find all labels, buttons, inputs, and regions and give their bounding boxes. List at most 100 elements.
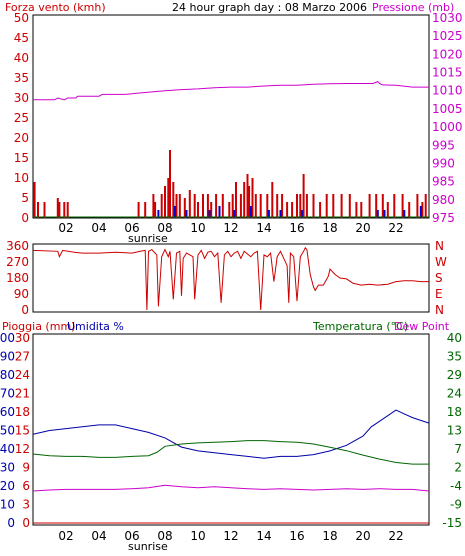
rain-tick-10: 30: [15, 331, 30, 345]
wind-bar-63: [421, 202, 424, 218]
temp-tick-10: 40: [447, 331, 462, 345]
pressure-axis-title: Pressione (mb): [372, 1, 454, 14]
wind-bar-0: [33, 182, 36, 218]
wind-bar-27: [228, 202, 231, 218]
humidity-line: [32, 409, 430, 459]
rain-tick-8: 24: [15, 368, 30, 382]
pressure-tick-7: 1010: [432, 84, 463, 98]
dir-deg-tick-4: 360: [6, 239, 29, 253]
wind-tick-7: 35: [14, 71, 29, 85]
wind-bar-59: [393, 194, 396, 218]
dir-compass-tick-1: E: [435, 287, 443, 301]
wind-bar-42: [291, 202, 294, 218]
hour-bottom-18: 18: [322, 529, 337, 543]
pressure-tick-11: 1030: [432, 11, 463, 25]
wind-bar-28: [231, 194, 234, 218]
wind-tick-10: 50: [14, 11, 29, 25]
wind-bar-57: [381, 194, 384, 218]
hour-top-06: 06: [124, 221, 139, 235]
hour-top-04: 04: [91, 221, 106, 235]
wind-bar-30: [239, 194, 242, 218]
rain-axis-title: Pioggia (mm): [2, 320, 75, 333]
wind-bar-4: [58, 202, 61, 218]
wind-bar-24: [210, 202, 213, 218]
wind-bar-23: [206, 194, 209, 218]
rain-tick-labels: 0 3 6 9 12 15 18 21 24 27 30: [15, 331, 30, 530]
panel1-frame: [32, 14, 430, 219]
gust-bar-13: [419, 206, 422, 218]
humidity-tick-8: 80: [0, 368, 15, 382]
wind-bar-14: [169, 150, 171, 218]
temp-tick-2: -4: [450, 479, 462, 493]
pressure-tick-2: 985: [432, 175, 455, 189]
wind-bar-53: [355, 202, 358, 218]
humidity-tick-0: 0: [7, 516, 15, 530]
wind-bar-7: [137, 202, 140, 218]
hour-top-16: 16: [289, 221, 304, 235]
humidity-tick-2: 20: [0, 479, 15, 493]
humidity-tick-5: 50: [0, 424, 15, 438]
wind-bar-35: [254, 194, 257, 218]
gust-bar-5: [233, 210, 236, 218]
gust-bar-9: [300, 210, 303, 218]
hour-top-08: 08: [157, 221, 172, 235]
wind-bar-48: [319, 202, 322, 218]
gust-bar-2: [185, 210, 188, 218]
wind-bar-55: [368, 194, 371, 218]
dir-compass-tick-4: N: [435, 239, 444, 253]
chart-title: 24 hour graph day : 08 Marzo 2006: [172, 1, 367, 14]
wind-bar-62: [416, 194, 419, 218]
hour-top-22: 22: [388, 221, 403, 235]
humidity-axis-title: Umidita %: [67, 320, 124, 333]
gust-bar-12: [403, 210, 406, 218]
hour-bottom-14: 14: [256, 529, 271, 543]
gust-bar-0: [157, 210, 160, 218]
pressure-tick-10: 1025: [432, 29, 463, 43]
wind-bar-39: [276, 194, 279, 218]
wind-bar-3: [56, 198, 59, 218]
dir-deg-tick-2: 180: [6, 271, 29, 285]
temperature-line: [32, 440, 429, 465]
hour-bottom-06: 06: [124, 529, 139, 543]
wind-bar-41: [286, 202, 289, 218]
wind-bar-10: [154, 202, 157, 218]
temp-tick-7: 24: [447, 387, 462, 401]
hour-bottom-04: 04: [91, 529, 106, 543]
humidity-tick-6: 60: [0, 405, 15, 419]
hour-top-14: 14: [256, 221, 271, 235]
rain-tick-7: 21: [15, 387, 30, 401]
rain-tick-6: 18: [15, 405, 30, 419]
temperature-axis-title: Temperatura (°C): [312, 320, 408, 333]
wind-bar-43: [296, 194, 298, 218]
dir-compass-tick-2: S: [435, 271, 443, 285]
gust-bar-6: [249, 206, 252, 218]
temp-tick-6: 18: [447, 405, 462, 419]
wind-direction-line: [32, 246, 429, 311]
wind-tick-3: 15: [14, 151, 29, 165]
wind-bar-37: [266, 194, 269, 218]
direction-degree-labels: 0 90 180 270 360: [6, 239, 29, 317]
humidity-tick-9: 90: [0, 350, 15, 364]
wind-bar-54: [360, 202, 363, 218]
hour-tick-labels-top: 02 04 06 08 10 12 14 16 18 20 22: [58, 221, 403, 235]
wind-bar-9: [152, 194, 155, 218]
wind-bar-46: [305, 194, 308, 218]
hour-bottom-08: 08: [157, 529, 172, 543]
pressure-tick-0: 975: [432, 211, 455, 225]
gust-bar-3: [208, 210, 211, 218]
wind-bar-40: [281, 194, 284, 218]
wind-bar-2: [43, 202, 46, 218]
pressure-tick-5: 1000: [432, 120, 463, 134]
wind-tick-2: 10: [14, 171, 29, 185]
rain-tick-3: 9: [22, 461, 30, 475]
wind-tick-6: 30: [14, 91, 29, 105]
wind-bar-25: [215, 194, 218, 218]
gust-bar-1: [173, 206, 176, 218]
wind-bar-64: [424, 194, 427, 218]
wind-bar-8: [144, 202, 147, 218]
wind-bars: [33, 150, 427, 218]
